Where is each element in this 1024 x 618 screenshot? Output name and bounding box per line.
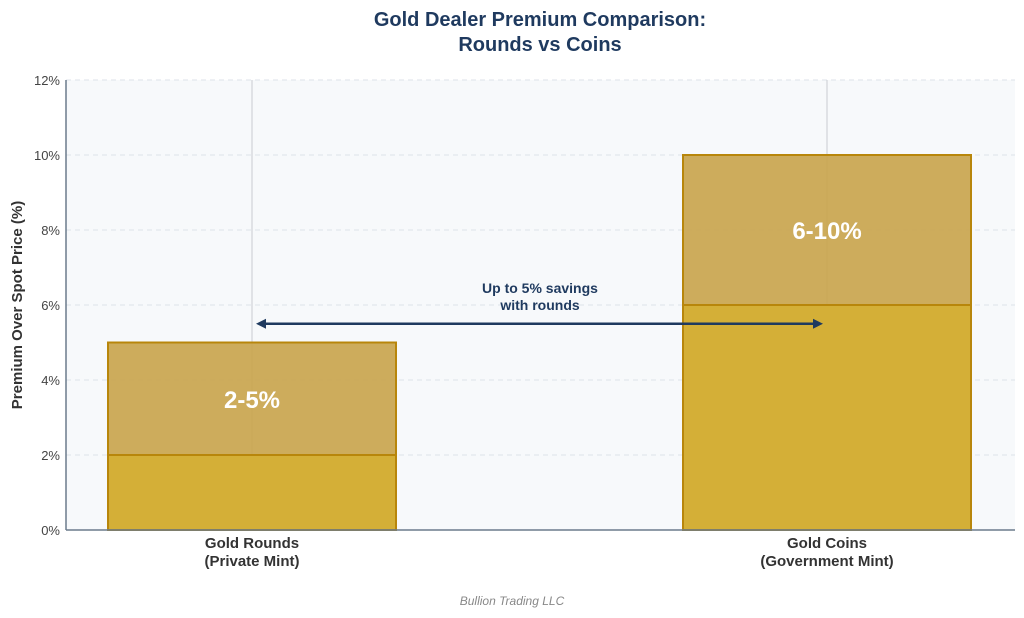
arrowhead-right-icon [813, 318, 823, 329]
bar-data-label: 2-5% [224, 387, 280, 414]
y-tick-label: 6% [41, 298, 60, 313]
x-tick-label: (Government Mint) [760, 553, 893, 570]
y-tick-label: 10% [34, 148, 60, 163]
chart-title-line-2: Rounds vs Coins [458, 34, 621, 56]
bar-data-label: 6-10% [792, 218, 861, 245]
bar-base-segment [107, 454, 397, 531]
bar-range-segment [107, 341, 397, 456]
bar-base-segment [682, 304, 972, 531]
annotation-line-1: Up to 5% savings [482, 280, 598, 296]
y-tick-label: 2% [41, 448, 60, 463]
y-tick-label: 12% [34, 73, 60, 88]
footer-credit: Bullion Trading LLC [460, 594, 565, 608]
y-tick-label: 0% [41, 523, 60, 538]
arrowhead-left-icon [256, 318, 266, 329]
annotation-line-2: with rounds [499, 297, 580, 313]
chart-title-line-1: Gold Dealer Premium Comparison: [374, 9, 706, 31]
x-tick-label: (Private Mint) [204, 553, 299, 570]
y-tick-label: 4% [41, 373, 60, 388]
bar-range-segment [682, 154, 972, 306]
y-tick-label: 8% [41, 223, 60, 238]
x-tick-label: Gold Coins [787, 535, 867, 552]
x-tick-label: Gold Rounds [205, 535, 299, 552]
y-axis-label: Premium Over Spot Price (%) [9, 201, 26, 409]
